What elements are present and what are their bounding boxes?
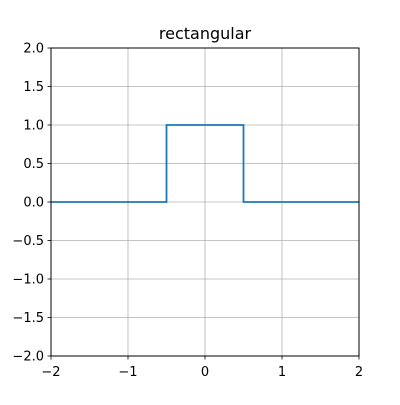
y-tick-label: 1.0 — [23, 119, 44, 134]
y-tick-label: −1.0 — [12, 273, 44, 288]
series-line-rectangular — [51, 124, 359, 203]
x-tick-label: 1 — [278, 365, 286, 380]
y-tick-label: 2.0 — [23, 42, 44, 57]
series-layer — [51, 124, 359, 203]
x-tick-label: 0 — [201, 365, 209, 380]
y-tick-label: −1.5 — [12, 311, 44, 326]
x-tick-label: −2 — [41, 365, 60, 380]
chart-title: rectangular — [159, 24, 252, 43]
y-tick-label: −0.5 — [12, 234, 44, 249]
y-tick-label: −2.0 — [12, 350, 44, 365]
y-tick-label: 0.0 — [23, 196, 44, 211]
x-tick-label: 2 — [355, 365, 363, 380]
x-tick-label: −1 — [118, 365, 137, 380]
y-tick-label: 1.5 — [23, 80, 44, 95]
ticks: −2 −1 0 1 2 −2.0 −1.5 −1.0 −0.5 0.0 0.5 1.0 1.5 2.0 — [12, 42, 363, 381]
y-tick-label: 0.5 — [23, 157, 44, 172]
